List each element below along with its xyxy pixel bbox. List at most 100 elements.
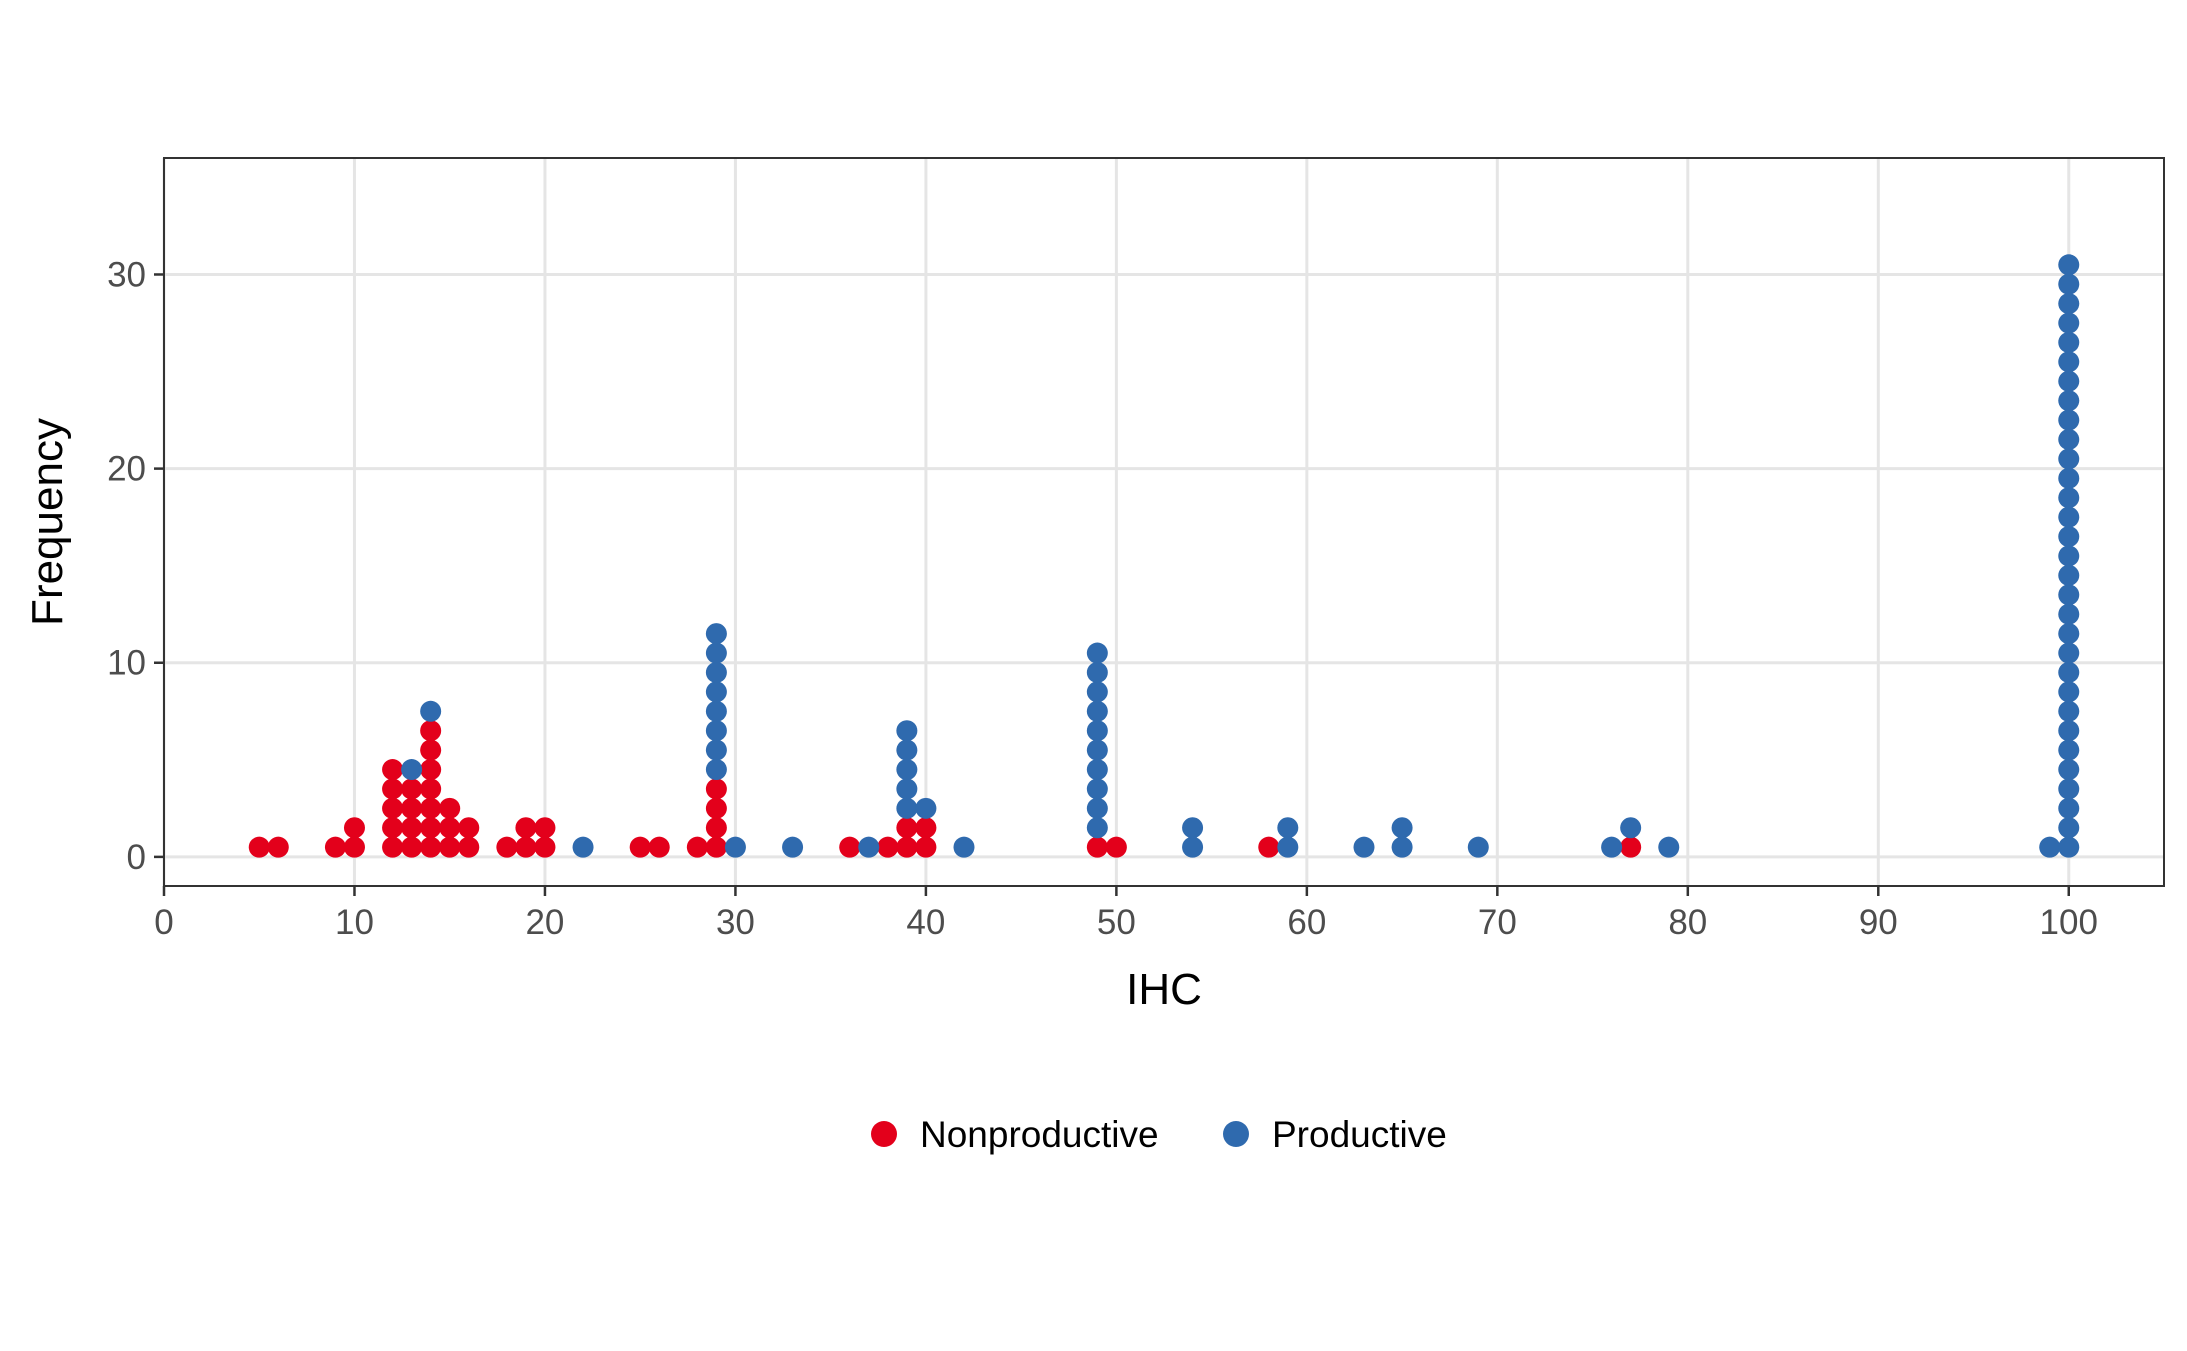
data-point-productive xyxy=(1086,797,1108,819)
data-point-productive xyxy=(2058,700,2080,722)
data-point-nonproductive xyxy=(1258,836,1280,858)
data-point-nonproductive xyxy=(439,797,461,819)
data-point-nonproductive xyxy=(1086,836,1108,858)
legend-key-productive xyxy=(1223,1121,1249,1147)
data-point-productive xyxy=(2058,720,2080,742)
data-point-productive xyxy=(2058,293,2080,315)
data-point-nonproductive xyxy=(458,836,480,858)
data-point-productive xyxy=(705,681,727,703)
data-point-productive xyxy=(2058,778,2080,800)
plot-panel-border xyxy=(163,157,2165,887)
data-point-nonproductive xyxy=(534,817,556,839)
data-point-productive xyxy=(1086,642,1108,664)
data-point-productive xyxy=(2058,331,2080,353)
data-point-productive xyxy=(896,778,918,800)
data-point-productive xyxy=(1467,836,1489,858)
y-tick-label: 20 xyxy=(107,450,146,489)
data-point-nonproductive xyxy=(382,797,404,819)
data-point-productive xyxy=(1601,836,1623,858)
data-point-nonproductive xyxy=(401,797,423,819)
data-point-productive xyxy=(896,759,918,781)
data-point-nonproductive xyxy=(420,836,442,858)
data-point-nonproductive xyxy=(420,797,442,819)
data-point-productive xyxy=(1086,700,1108,722)
data-point-nonproductive xyxy=(496,836,518,858)
data-point-productive xyxy=(2058,681,2080,703)
data-point-productive xyxy=(2058,564,2080,586)
data-point-nonproductive xyxy=(420,720,442,742)
data-point-productive xyxy=(1620,817,1642,839)
data-point-nonproductive xyxy=(534,836,556,858)
data-point-productive xyxy=(705,661,727,683)
data-point-nonproductive xyxy=(420,759,442,781)
x-tick-label: 10 xyxy=(335,903,374,942)
data-point-nonproductive xyxy=(343,817,365,839)
data-point-productive xyxy=(1277,836,1299,858)
data-point-productive xyxy=(2058,739,2080,761)
data-point-productive xyxy=(1086,778,1108,800)
data-points xyxy=(248,254,2080,858)
data-point-nonproductive xyxy=(420,739,442,761)
data-point-nonproductive xyxy=(382,759,404,781)
x-tick-label: 70 xyxy=(1478,903,1517,942)
x-tick-label: 0 xyxy=(154,903,173,942)
plot-panel xyxy=(164,158,2164,886)
data-point-nonproductive xyxy=(896,836,918,858)
x-tick-label: 90 xyxy=(1859,903,1898,942)
legend-label-productive: Productive xyxy=(1272,1114,1447,1155)
data-point-productive xyxy=(2058,487,2080,509)
data-point-nonproductive xyxy=(401,836,423,858)
x-tick-label: 60 xyxy=(1287,903,1326,942)
data-point-productive xyxy=(1658,836,1680,858)
legend-label-nonproductive: Nonproductive xyxy=(920,1114,1159,1155)
x-tick-label: 80 xyxy=(1668,903,1707,942)
data-point-nonproductive xyxy=(915,817,937,839)
data-point-productive xyxy=(2058,836,2080,858)
data-point-nonproductive xyxy=(515,836,537,858)
data-point-productive xyxy=(2058,351,2080,373)
data-point-nonproductive xyxy=(705,778,727,800)
data-point-productive xyxy=(705,759,727,781)
data-point-productive xyxy=(915,797,937,819)
x-axis-title: IHC xyxy=(1126,965,1202,1014)
data-point-nonproductive xyxy=(382,817,404,839)
data-point-nonproductive xyxy=(401,817,423,839)
data-point-productive xyxy=(2058,370,2080,392)
data-point-nonproductive xyxy=(629,836,651,858)
data-point-productive xyxy=(2058,545,2080,567)
data-point-nonproductive xyxy=(401,778,423,800)
data-point-productive xyxy=(896,720,918,742)
data-point-productive xyxy=(1182,817,1204,839)
data-point-productive xyxy=(1086,817,1108,839)
data-point-productive xyxy=(1391,817,1413,839)
data-point-productive xyxy=(2058,428,2080,450)
data-point-nonproductive xyxy=(1105,836,1127,858)
data-point-productive xyxy=(858,836,880,858)
data-point-nonproductive xyxy=(686,836,708,858)
x-tick-label: 20 xyxy=(525,903,564,942)
data-point-productive xyxy=(2058,817,2080,839)
data-point-nonproductive xyxy=(915,836,937,858)
data-point-nonproductive xyxy=(705,836,727,858)
data-point-productive xyxy=(2058,409,2080,431)
x-tick-label: 40 xyxy=(906,903,945,942)
data-point-productive xyxy=(705,720,727,742)
data-point-nonproductive xyxy=(705,797,727,819)
data-point-productive xyxy=(705,739,727,761)
data-point-productive xyxy=(2058,390,2080,412)
data-point-productive xyxy=(2058,797,2080,819)
y-axis: 0 10 20 30 xyxy=(107,255,164,877)
data-point-nonproductive xyxy=(324,836,346,858)
data-point-productive xyxy=(2058,506,2080,528)
data-point-productive xyxy=(2058,312,2080,334)
data-point-nonproductive xyxy=(420,817,442,839)
y-tick-label: 10 xyxy=(107,644,146,683)
data-point-productive xyxy=(1277,817,1299,839)
data-point-productive xyxy=(2058,661,2080,683)
data-point-productive xyxy=(1086,720,1108,742)
data-point-productive xyxy=(1086,739,1108,761)
data-point-productive xyxy=(1086,681,1108,703)
data-point-nonproductive xyxy=(439,817,461,839)
data-point-productive xyxy=(1182,836,1204,858)
